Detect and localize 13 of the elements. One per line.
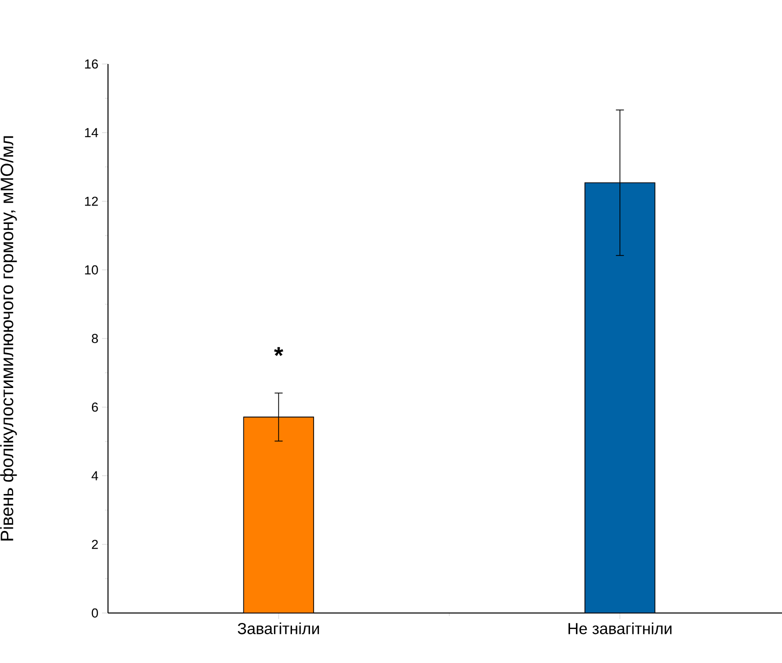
y-tick-label: 0 [92, 608, 98, 618]
y-tick-label: 12 [85, 196, 98, 206]
y-tick-label: 10 [85, 265, 98, 274]
x-tick-label: Завагітніли [238, 622, 319, 634]
x-tick-label: Не завагітніли [568, 622, 672, 634]
y-tick-label: 6 [92, 402, 98, 412]
y-tick-label: 4 [92, 471, 98, 480]
y-tick-label: 8 [92, 334, 98, 344]
y-tick-label: 16 [85, 59, 98, 69]
y-tick-label: 14 [85, 128, 98, 138]
y-tick-label: 2 [92, 540, 98, 549]
annotation: * [274, 347, 284, 356]
y-axis-title: Рівень фолікулостимилюючого гормону, мМО/мл [0, 136, 17, 540]
